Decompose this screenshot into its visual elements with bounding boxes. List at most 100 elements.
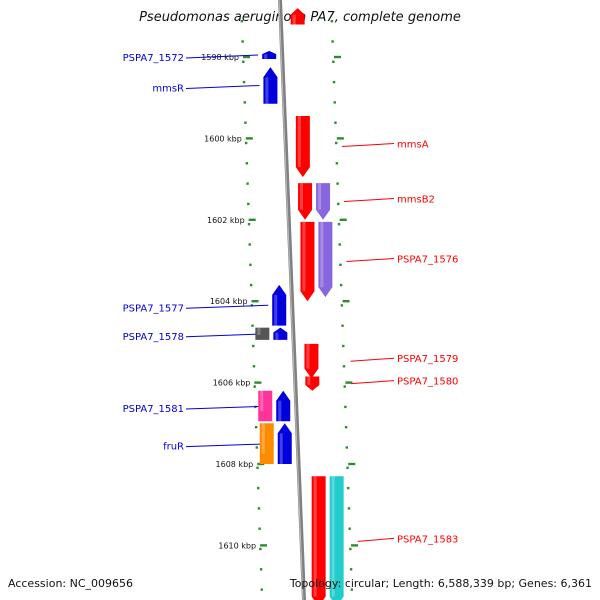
scale-label-1606: 1606 kbp xyxy=(213,379,251,388)
gene-label-mmsA: mmsA xyxy=(397,140,429,151)
left-scale-dot xyxy=(259,547,262,551)
gene-PSPA7_1572 xyxy=(262,50,277,60)
gene-label-PSPA7_1577: PSPA7_1577 xyxy=(123,303,184,314)
right-scale-dot xyxy=(334,141,338,145)
gene-label-fruR: fruR xyxy=(163,442,184,453)
gene-shine-PSPA7_1581 xyxy=(278,400,282,422)
scale-tick-left xyxy=(242,55,250,59)
gene-mmsR xyxy=(263,67,278,104)
gene-PSPA7_1578 xyxy=(273,327,288,340)
gene-PSPA7_1577 xyxy=(272,284,287,326)
scale-tick-left xyxy=(248,218,256,221)
right-scale-dot xyxy=(348,527,351,530)
gene-shine-PSPA7_1581-pair xyxy=(260,390,264,412)
left-scale-dot xyxy=(241,40,244,43)
scale-tick-right xyxy=(336,137,344,140)
left-scale-dot xyxy=(246,182,249,185)
genome-backbone xyxy=(278,0,306,600)
right-scale-dot xyxy=(341,324,344,327)
right-scale-dot xyxy=(340,304,344,307)
gene-mmsB2-pair xyxy=(316,183,331,220)
gene-shine-PSPA7_1578 xyxy=(275,332,279,340)
gene-label-PSPA7_1580: PSPA7_1580 xyxy=(397,377,458,388)
gene-shine-PSPA7_1583 xyxy=(313,476,317,597)
gene-mmsB2 xyxy=(298,183,313,220)
gene-leader-mmsA xyxy=(341,143,395,148)
gene-shine-PSPA7_1576-pair xyxy=(320,221,324,288)
scale-tick-left xyxy=(251,300,259,303)
right-scale-dot xyxy=(337,202,340,206)
right-scale-dot xyxy=(338,243,341,246)
left-scale-dot xyxy=(259,568,263,571)
gene-leader-PSPA7_1583 xyxy=(357,537,395,542)
left-scale-dot xyxy=(249,283,253,287)
gene-mmsA xyxy=(295,116,310,178)
right-scale-dot xyxy=(332,80,336,84)
genome-backbone-highlight xyxy=(278,0,304,600)
scale-label-1604: 1604 kbp xyxy=(210,297,248,306)
scale-tick-right xyxy=(351,544,359,547)
left-scale-dot xyxy=(257,507,261,510)
gene-leader-PSPA7_1576 xyxy=(346,258,395,263)
left-scale-dot xyxy=(260,588,263,591)
gene-leader-mmsB2 xyxy=(344,197,395,202)
gene-shine-top-gene xyxy=(292,14,296,25)
right-scale-dot xyxy=(337,223,341,226)
right-scale-dot xyxy=(343,385,346,388)
right-scale-dot xyxy=(335,162,339,165)
gene-leader-PSPA7_1572 xyxy=(185,54,259,59)
gene-fruR-pair xyxy=(259,423,274,464)
scale-label-1600: 1600 kbp xyxy=(204,134,242,143)
right-scale-dot xyxy=(347,507,351,510)
left-scale-dot xyxy=(240,20,244,23)
left-scale-dot xyxy=(254,426,258,429)
right-scale-dot xyxy=(339,283,343,287)
left-scale-dot xyxy=(249,263,252,266)
right-scale-dot xyxy=(347,486,350,490)
left-scale-dot xyxy=(256,466,259,469)
topology-text: Topology: circular; Length: 6,588,339 bp… xyxy=(289,577,592,590)
accession-text: Accession: NC_009656 xyxy=(8,577,134,590)
scale-tick-left xyxy=(260,544,268,547)
left-scale-dot xyxy=(247,223,251,226)
gene-shine-PSPA7_1578-pair xyxy=(257,327,261,335)
right-scale-dot xyxy=(344,405,347,409)
gene-shine-fruR-pair xyxy=(261,423,265,454)
gene-PSPA7_1580 xyxy=(305,376,320,391)
right-scale-dot xyxy=(344,426,348,429)
scale-tick-right xyxy=(345,381,353,384)
left-scale-dot xyxy=(257,486,260,490)
right-scale-dot xyxy=(333,101,336,104)
gene-shine-fruR xyxy=(279,433,283,464)
gene-label-PSPA7_1583: PSPA7_1583 xyxy=(397,534,458,545)
right-scale-dot xyxy=(336,182,339,185)
left-scale-dot xyxy=(245,162,249,165)
gene-label-PSPA7_1578: PSPA7_1578 xyxy=(123,332,184,343)
left-scale-dot xyxy=(243,101,246,104)
scale-label-1610: 1610 kbp xyxy=(218,541,256,550)
gene-shine-PSPA7_1572 xyxy=(264,54,268,60)
right-scale-dot xyxy=(349,568,353,571)
gene-shine-PSPA7_1580 xyxy=(307,376,311,386)
left-scale-dot xyxy=(247,202,250,206)
gene-PSPA7_1576-pair xyxy=(318,221,333,298)
left-scale-dot xyxy=(258,527,261,530)
right-scale-dot xyxy=(350,588,353,591)
gene-leader-PSPA7_1577 xyxy=(185,304,269,309)
left-scale-dot xyxy=(244,141,248,145)
left-scale-dot xyxy=(252,365,256,368)
scale-label-1598: 1598 kbp xyxy=(201,53,239,62)
gene-label-PSPA7_1576: PSPA7_1576 xyxy=(397,255,458,266)
left-scale-dot xyxy=(242,60,245,63)
gene-shine-PSPA7_1577 xyxy=(274,294,278,326)
gene-leader-PSPA7_1580 xyxy=(351,380,395,385)
gene-leader-PSPA7_1581 xyxy=(185,405,273,410)
gene-PSPA7_1583-pair xyxy=(329,476,344,600)
scale-tick-left xyxy=(254,381,262,384)
scale-tick-right xyxy=(339,218,347,221)
gene-label-PSPA7_1581: PSPA7_1581 xyxy=(123,404,184,415)
gene-PSPA7_1583 xyxy=(311,476,326,600)
gene-shine-mmsB2-pair xyxy=(318,183,322,210)
